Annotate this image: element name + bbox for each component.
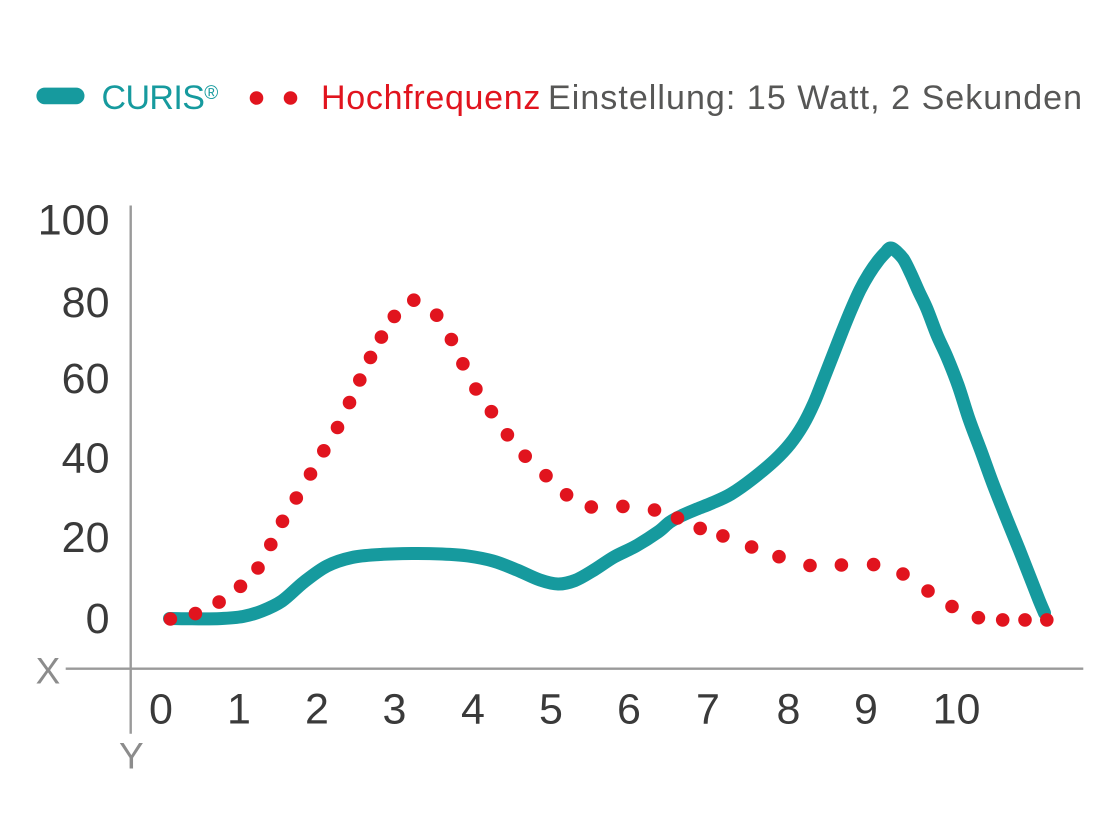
svg-text:100: 100 bbox=[38, 196, 110, 244]
svg-text:5: 5 bbox=[539, 685, 563, 733]
svg-text:0: 0 bbox=[149, 685, 173, 733]
svg-text:CURIS®: CURIS® bbox=[102, 79, 219, 117]
svg-text:8: 8 bbox=[777, 685, 801, 733]
svg-text:3: 3 bbox=[383, 685, 407, 733]
svg-text:20: 20 bbox=[62, 514, 110, 562]
svg-text:40: 40 bbox=[62, 434, 110, 482]
svg-text:Einstellung: 15 Watt, 2 Sekund: Einstellung: 15 Watt, 2 Sekunden bbox=[548, 79, 1083, 117]
svg-text:0: 0 bbox=[86, 595, 110, 643]
svg-text:6: 6 bbox=[617, 685, 641, 733]
svg-text:9: 9 bbox=[854, 685, 878, 733]
svg-text:7: 7 bbox=[696, 685, 720, 733]
svg-text:10: 10 bbox=[933, 685, 981, 733]
svg-text:80: 80 bbox=[62, 279, 110, 327]
svg-text:2: 2 bbox=[305, 685, 329, 733]
svg-text:1: 1 bbox=[227, 685, 251, 733]
svg-text:Hochfrequenz: Hochfrequenz bbox=[321, 79, 541, 117]
svg-text:Y: Y bbox=[119, 736, 144, 777]
svg-text:X: X bbox=[36, 650, 61, 691]
svg-text:60: 60 bbox=[62, 355, 110, 403]
svg-text:4: 4 bbox=[461, 685, 485, 733]
